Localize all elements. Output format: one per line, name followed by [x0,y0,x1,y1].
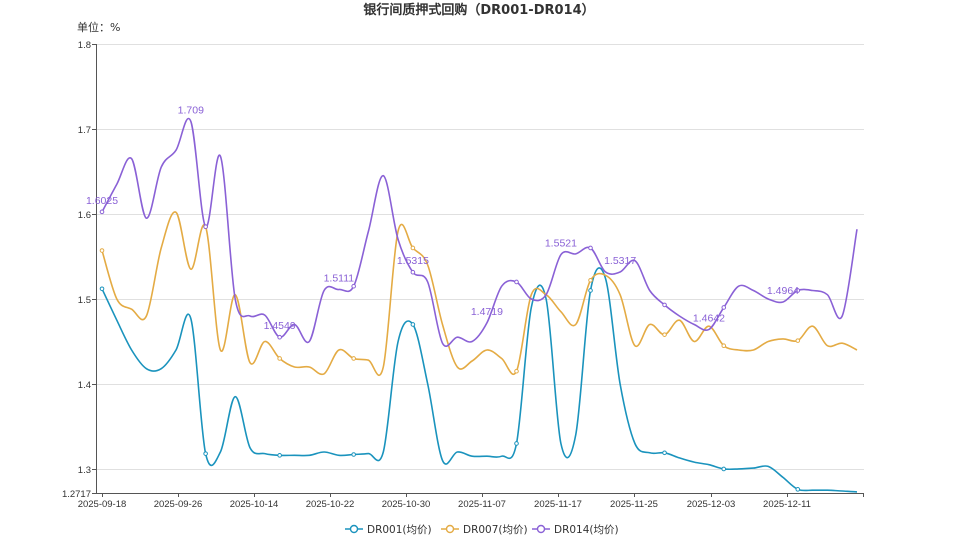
data-point [351,356,356,361]
data-point [588,277,593,283]
y-tick-label: 1.4 [78,380,91,391]
data-point [588,245,593,251]
legend-item[interactable]: DR007(均价) [441,524,528,536]
legend-item[interactable]: DR001(均价) [345,524,432,536]
data-label: 1.5315 [397,255,429,267]
data-label: 1.4642 [693,312,725,324]
series-line-DR001(均价) [101,267,858,493]
data-label: 1.5521 [545,238,577,250]
y-tick-label: 1.8 [78,40,91,51]
data-point [662,302,667,308]
x-tick-label: 2025-11-07 [458,499,506,510]
legend-circle-icon [445,524,455,534]
data-point [514,368,519,374]
data-label: 1.709 [178,104,204,116]
data-point [277,356,282,361]
series-lines [99,117,858,493]
y-tick-label: 1.7 [78,125,91,136]
unit-label: 单位：% [77,20,120,34]
y-tick-label: 1.5 [78,295,91,306]
data-point [588,288,593,293]
x-tick-label: 2025-11-25 [610,499,658,510]
data-label: 1.4964 [767,285,799,297]
y-tick-label: 1.6 [78,210,91,221]
series-line-DR014(均价) [101,117,858,347]
data-point [203,451,208,456]
data-label: 1.5111 [324,273,355,285]
data-point [795,338,801,343]
legend-circle-icon [349,524,359,534]
y-tick-label: 1.2717 [62,489,91,500]
data-point [662,332,667,337]
x-tick-label: 2025-12-11 [763,499,811,510]
data-point [514,441,519,446]
legend-label: DR014(均价) [554,524,619,536]
legend-circle-icon [536,524,546,534]
x-axis-ticks: 2025-09-18 2025-09-26 2025-10-14 2025-10-22… [78,493,864,510]
x-tick-label: 2025-10-22 [306,499,355,510]
x-tick-label: 2025-10-14 [230,499,279,510]
data-point [277,453,282,458]
legend-item[interactable]: DR014(均价) [532,524,619,536]
data-label: 1.6025 [86,195,118,207]
data-point [203,224,208,230]
data-point [721,466,727,472]
data-point [410,269,416,275]
x-tick-label: 2025-11-17 [534,499,582,510]
data-point [662,450,667,456]
grid [96,44,864,470]
data-point [721,343,727,349]
data-point [410,245,416,251]
data-point [410,322,416,327]
data-point [277,334,282,340]
y-axis-ticks: 1.8 1.7 1.6 1.5 1.4 1.3 1.2717 [62,40,96,500]
x-tick-label: 2025-09-18 [78,499,127,510]
data-label: 1.5317 [604,255,636,267]
data-point [795,487,801,492]
series-line-DR007(均价) [101,211,858,377]
data-labels: 1.6025 1.709 1.4549 1.5111 1.5315 1.4719 1.552… [86,104,799,332]
data-point [795,288,801,293]
data-point [99,209,105,215]
chart-title: 银行间质押式回购（DR001-DR014） [363,2,594,18]
legend: DR001(均价) DR007(均价) DR014(均价) [345,524,619,536]
data-label: 1.4719 [471,306,503,318]
data-point [99,248,105,253]
legend-label: DR001(均价) [367,524,432,536]
data-point [721,305,727,310]
y-tick-label: 1.3 [78,465,91,476]
x-tick-label: 2025-10-30 [382,499,431,510]
x-tick-label: 2025-12-03 [687,499,736,510]
data-point [351,283,356,289]
data-label: 1.4549 [264,320,296,332]
data-point [514,279,519,285]
x-tick-label: 2025-09-26 [154,499,203,510]
legend-label: DR007(均价) [463,524,528,536]
data-point [351,452,356,457]
data-point [99,286,105,292]
